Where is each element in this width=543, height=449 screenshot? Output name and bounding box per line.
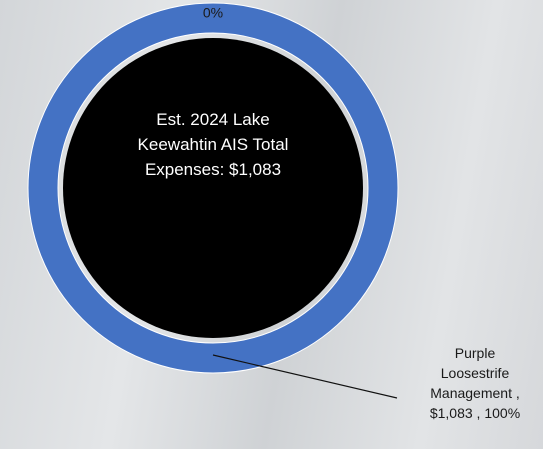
label-line: Loosestrife (441, 365, 510, 381)
donut-slice (27, 2, 399, 374)
label-line: Purple (455, 345, 496, 361)
leader-line (212, 354, 398, 399)
center-text: Est. 2024 Lake Keewahtin AIS Total Expen… (137, 110, 289, 179)
donut-hole (63, 38, 363, 338)
data-label: 0% (203, 5, 223, 21)
data-label: $1,083 , 100% (430, 405, 520, 421)
data-label-name: Purple Loosestrife Management , (430, 345, 520, 401)
label-line: Management , (430, 385, 520, 401)
